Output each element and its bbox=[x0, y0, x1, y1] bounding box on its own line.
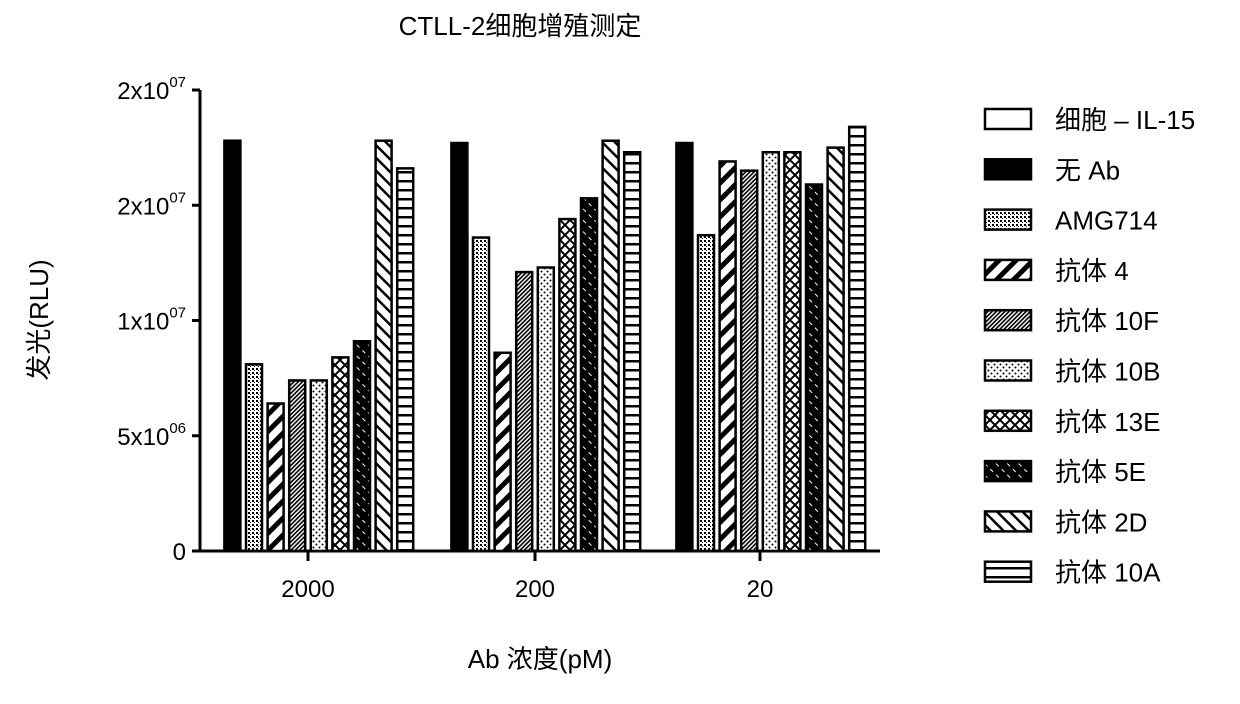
x-tick-label: 200 bbox=[515, 576, 555, 603]
x-tick-label: 2000 bbox=[281, 576, 334, 603]
y-tick-label: 0 bbox=[173, 539, 186, 566]
legend-label: AMG714 bbox=[1055, 206, 1158, 236]
legend-swatch bbox=[983, 459, 1033, 483]
chart-title: CTLL-2细胞增殖测定 bbox=[399, 11, 642, 41]
y-tick-label: 2x1007 bbox=[117, 74, 186, 105]
x-tick-label: 20 bbox=[747, 576, 774, 603]
legend-label: 抗体 5E bbox=[1055, 457, 1146, 487]
legend-swatch bbox=[983, 158, 1033, 181]
bar-solid-200 bbox=[450, 141, 469, 553]
bar-crosshatch-2000 bbox=[331, 356, 350, 553]
bar-dots-20 bbox=[761, 150, 781, 553]
y-tick-mantissa: 2x10 bbox=[117, 78, 169, 105]
bar-dark-diagonal-200 bbox=[579, 197, 599, 553]
legend-label: 抗体 10B bbox=[1055, 357, 1161, 387]
legend-swatch bbox=[983, 107, 1033, 131]
legend-swatch bbox=[983, 560, 1033, 583]
legend-swatch bbox=[983, 308, 1033, 332]
bar-crosshatch-20 bbox=[783, 150, 802, 553]
bar-horizontal-20 bbox=[847, 125, 867, 553]
legend-swatch bbox=[983, 510, 1033, 533]
y-tick-mantissa: 5x10 bbox=[117, 424, 169, 451]
bar-horizontal-2000 bbox=[395, 167, 415, 553]
y-tick-mantissa: 0 bbox=[173, 539, 186, 566]
bar-dense-diagonal-200 bbox=[514, 270, 534, 553]
y-tick-mantissa: 1x10 bbox=[117, 309, 169, 336]
bar-back-diagonal-2000 bbox=[374, 139, 393, 553]
bar-fine-grid-200 bbox=[471, 236, 491, 553]
legend: 细胞 – IL-15 无 Ab AMG714 抗体 4 抗体 10F 抗体 10B 抗体 1… bbox=[983, 105, 1195, 588]
bar-fine-grid-2000 bbox=[244, 363, 264, 553]
legend-label: 抗体 4 bbox=[1055, 256, 1129, 286]
bar-back-diagonal-20 bbox=[826, 146, 845, 553]
legend-swatch bbox=[983, 359, 1033, 382]
y-tick-label: 5x1006 bbox=[117, 420, 186, 451]
bar-wide-diagonal-2000 bbox=[266, 402, 285, 553]
bar-dark-diagonal-20 bbox=[804, 183, 824, 553]
y-tick-exponent: 06 bbox=[169, 420, 186, 437]
bar-horizontal-200 bbox=[622, 150, 642, 553]
y-axis-label: 发光(RLU) bbox=[24, 259, 54, 380]
legend-label: 抗体 2D bbox=[1055, 507, 1147, 537]
bar-dense-diagonal-20 bbox=[739, 169, 759, 553]
bar-wide-diagonal-20 bbox=[718, 160, 737, 553]
bar-dark-diagonal-2000 bbox=[352, 339, 372, 553]
legend-swatch bbox=[983, 409, 1033, 433]
bar-solid-20 bbox=[675, 141, 694, 553]
y-tick-label: 2x1007 bbox=[117, 189, 186, 220]
legend-label: 抗体 10F bbox=[1055, 306, 1159, 336]
bar-dense-diagonal-2000 bbox=[287, 379, 307, 553]
bar-crosshatch-200 bbox=[558, 217, 577, 553]
y-tick-exponent: 07 bbox=[169, 189, 186, 206]
legend-label: 抗体 10A bbox=[1055, 558, 1161, 588]
y-tick-exponent: 07 bbox=[169, 74, 186, 91]
legend-label: 无 Ab bbox=[1055, 155, 1120, 185]
y-tick-mantissa: 2x10 bbox=[117, 193, 169, 220]
y-tick-exponent: 07 bbox=[169, 305, 186, 322]
bars bbox=[223, 125, 867, 553]
bar-solid-2000 bbox=[223, 139, 242, 553]
legend-label: 抗体 13E bbox=[1055, 407, 1161, 437]
y-tick-label: 1x1007 bbox=[117, 305, 186, 336]
x-axis-label: Ab 浓度(pM) bbox=[468, 644, 612, 674]
bar-dots-200 bbox=[536, 266, 556, 553]
legend-swatch bbox=[983, 208, 1033, 231]
bar-wide-diagonal-200 bbox=[493, 351, 512, 553]
legend-swatch bbox=[983, 258, 1033, 282]
bar-back-diagonal-200 bbox=[601, 139, 620, 553]
legend-label: 细胞 – IL-15 bbox=[1055, 105, 1195, 135]
bar-dots-2000 bbox=[309, 379, 329, 553]
bar-fine-grid-20 bbox=[696, 233, 716, 553]
